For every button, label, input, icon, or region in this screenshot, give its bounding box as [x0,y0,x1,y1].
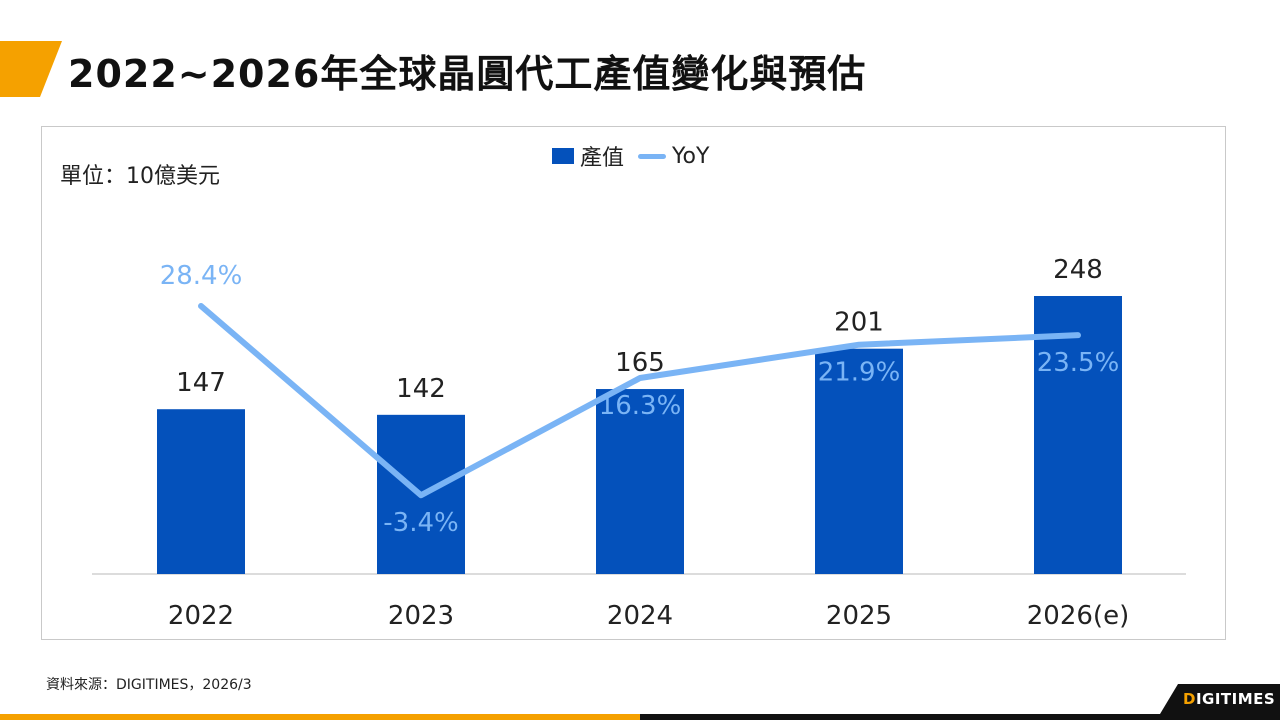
logo-tab [1160,684,1280,714]
bar-2025 [815,348,903,574]
legend-swatch-line [638,153,667,159]
yoy-value-label: 28.4% [160,261,243,291]
yoy-value-label: -3.4% [383,508,458,538]
footer-bar-black [640,714,1280,720]
x-tick-label: 2024 [607,601,673,631]
footer-bar-yellow [0,714,640,720]
source-note: 資料來源：DIGITIMES，2026/3 [46,677,252,693]
bar-2024 [596,389,684,574]
legend-swatch-bar [552,148,574,164]
bar-2022 [157,409,245,574]
yoy-value-label: 23.5% [1037,348,1120,378]
brand-logo: DIGITIMES [1183,690,1276,708]
bar-value-label: 142 [396,374,446,404]
bar-value-label: 248 [1053,255,1103,285]
yoy-line [198,303,1081,499]
yoy-value-label: 16.3% [599,391,682,421]
legend: 產值 YoY [552,140,709,172]
page-title: 2022~2026年全球晶圓代工產值變化與預估 [68,52,867,96]
x-tick-label: 2026(e) [1027,601,1129,631]
x-tick-label: 2023 [388,601,454,631]
title-accent-bar [0,41,62,97]
unit-label: 單位：10億美元 [60,164,220,189]
legend-label-bar: 產值 [580,146,625,171]
bar-value-label: 201 [834,308,884,338]
yoy-value-label: 21.9% [818,358,901,388]
legend-label-line: YoY [672,143,710,169]
bar-value-label: 147 [176,368,226,398]
x-tick-label: 2022 [168,601,234,631]
bar-2026(e) [1034,296,1122,574]
x-tick-label: 2025 [826,601,892,631]
